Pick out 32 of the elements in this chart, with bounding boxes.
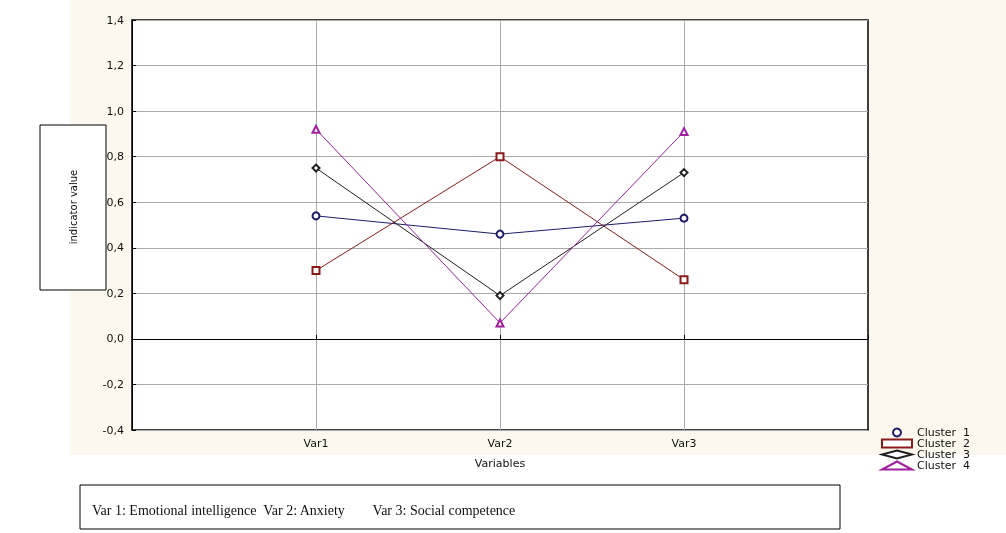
legend-label: Cluster 2: [917, 437, 971, 450]
point: [311, 124, 321, 134]
point: [679, 168, 689, 178]
y-tick-label: -0,2: [102, 377, 124, 391]
point: [495, 318, 505, 328]
x-tick-label: Var1: [303, 437, 329, 450]
point: [495, 152, 505, 162]
x-tick-label: Var3: [671, 437, 697, 450]
point: [311, 266, 321, 276]
y-tick-label: 0,4: [106, 241, 124, 255]
y-tick-label: 0,6: [106, 195, 124, 209]
point: [495, 229, 505, 239]
point: [679, 275, 689, 285]
legend-label: Cluster 4: [917, 459, 971, 472]
y-axis-title: indicator value: [67, 169, 79, 245]
point: [495, 291, 505, 301]
point: [679, 127, 689, 137]
point: [679, 213, 689, 223]
y-tick-label: 1,0: [106, 104, 124, 118]
y-tick-label: 0,0: [106, 332, 124, 346]
y-tick-label: 1,4: [106, 13, 124, 27]
legend-label: Cluster 3: [917, 448, 971, 461]
legend-label: Cluster 1: [917, 426, 971, 439]
x-tick-label: Var2: [487, 437, 513, 450]
y-tick-label: -0,4: [102, 423, 124, 437]
x-axis-title: Variables: [474, 457, 526, 470]
y-tick-label: 0,2: [106, 286, 124, 300]
text: Var 1: Emotional intelligence Var 2: Anxiety Var 3: Social competence: [92, 502, 516, 518]
y-tick-label: 1,2: [106, 59, 124, 73]
point: [311, 211, 321, 221]
point: [311, 163, 321, 173]
y-tick-label: 0,8: [106, 150, 124, 164]
